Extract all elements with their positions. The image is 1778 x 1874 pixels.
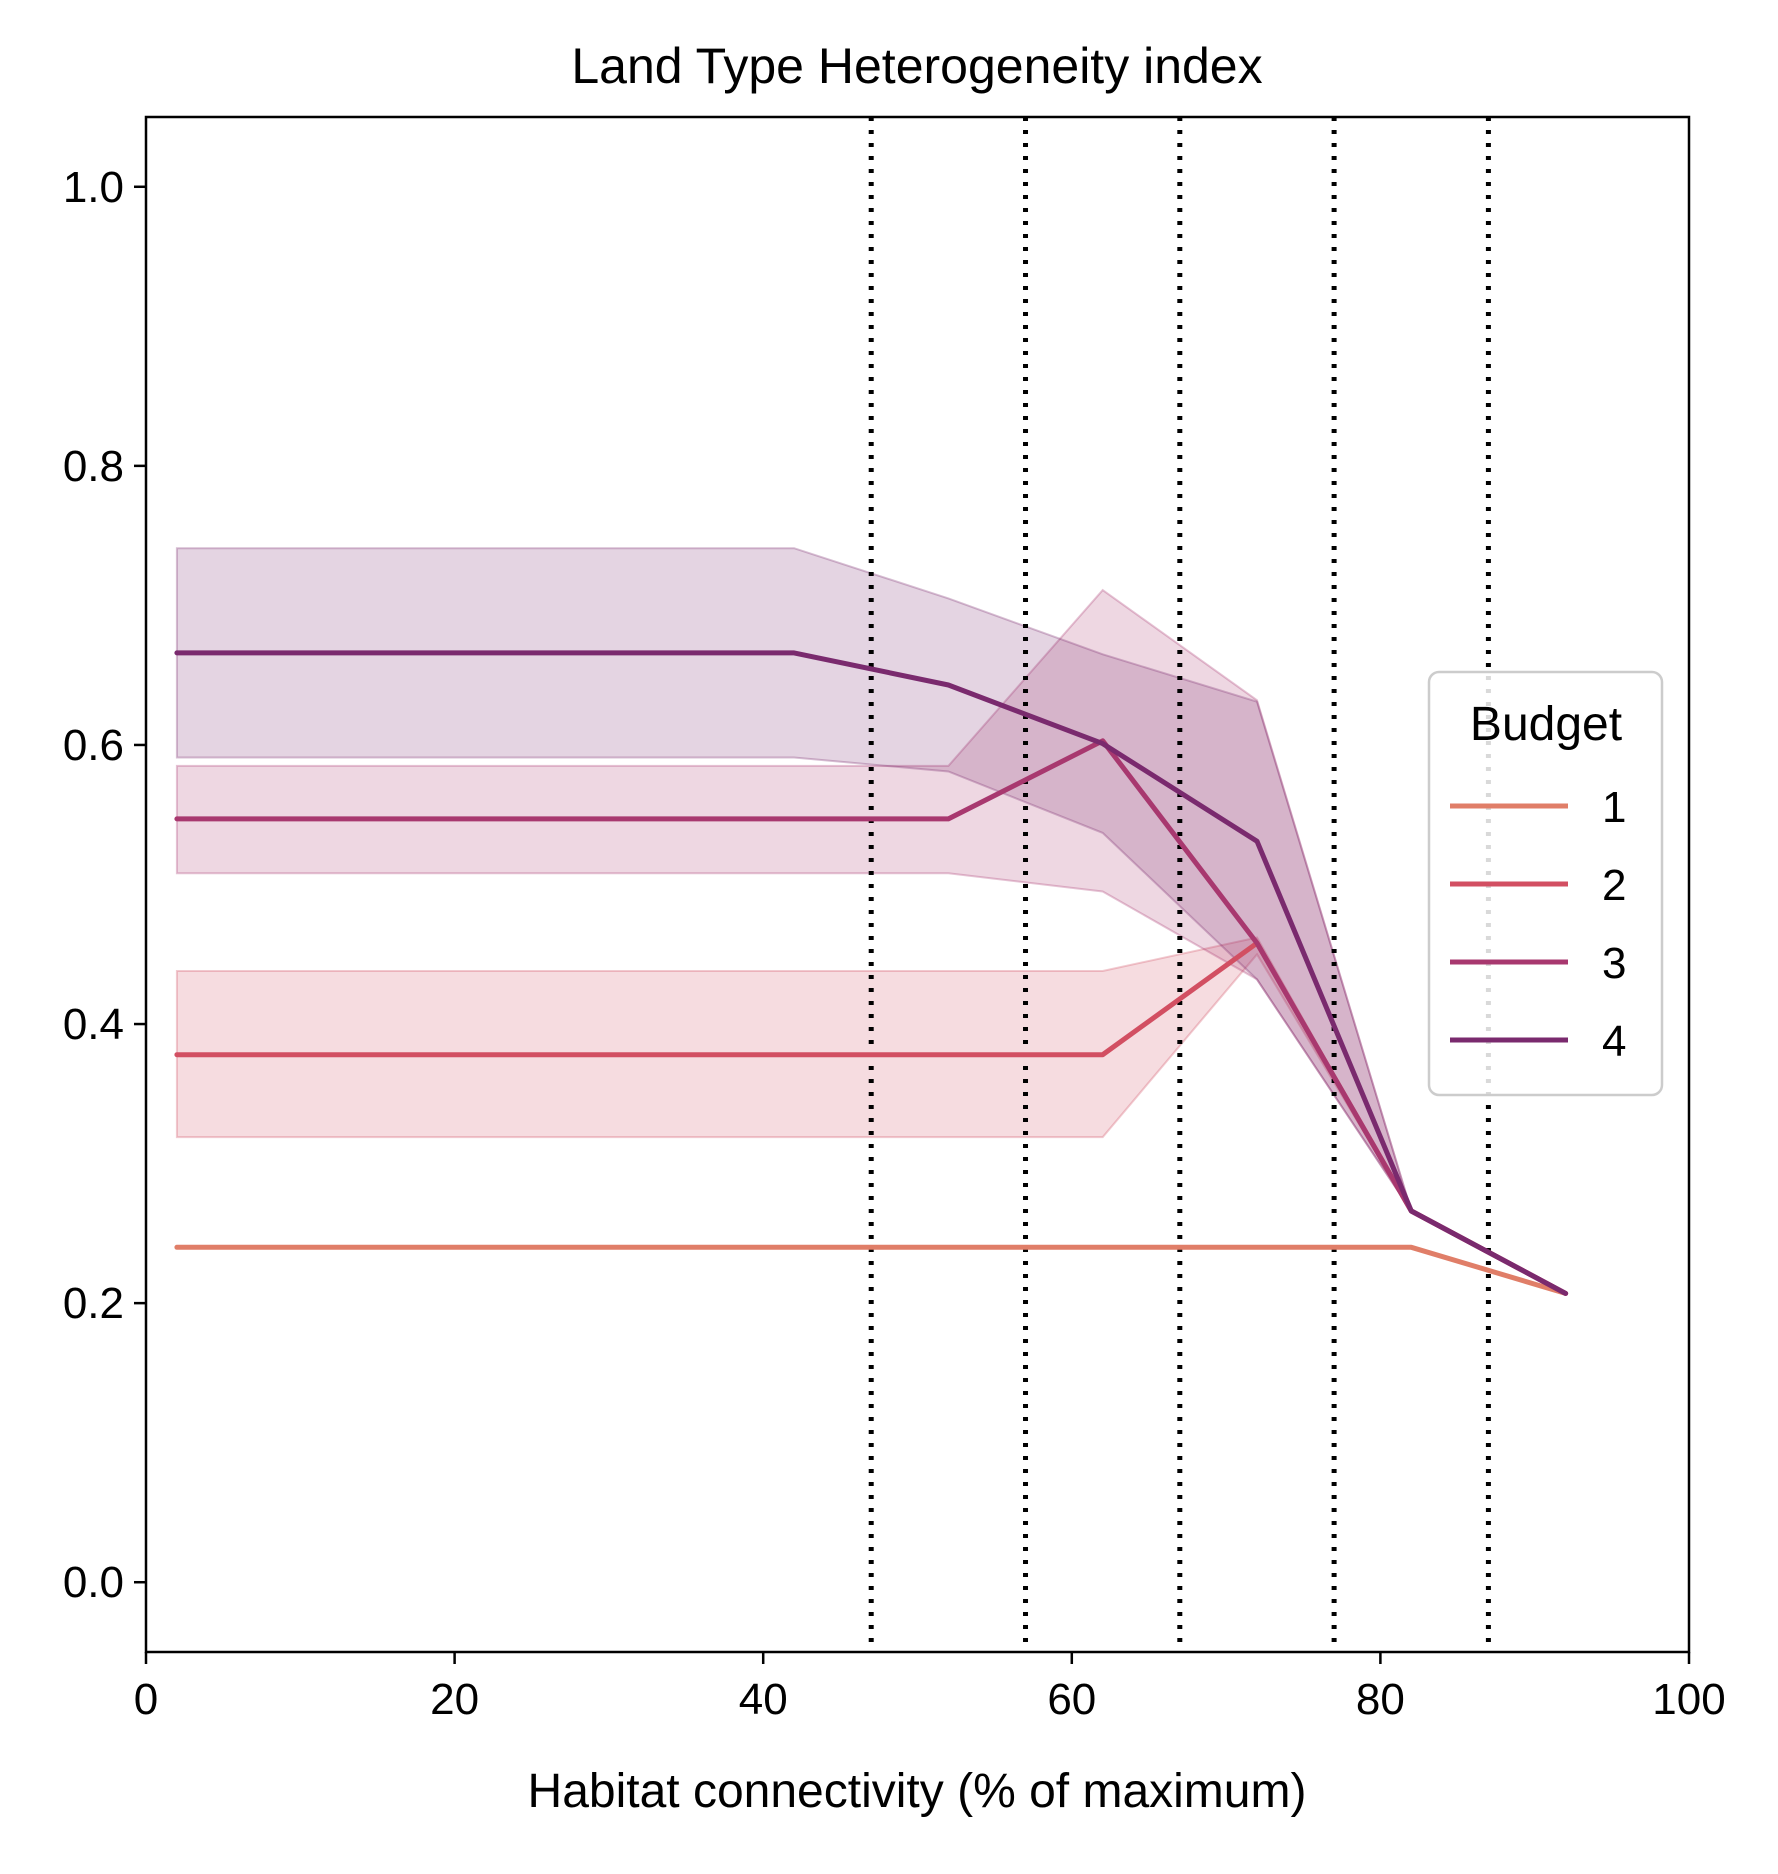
x-tick-label: 20 — [430, 1675, 479, 1724]
y-tick-label: 1.0 — [63, 163, 124, 212]
series-lines — [174, 650, 1569, 1296]
y-tick-label: 0.8 — [63, 442, 124, 491]
y-tick-label: 0.4 — [63, 1000, 124, 1049]
series-line-budget-1 — [174, 1244, 1569, 1296]
axis-ticks: 0 20 40 60 80 100 0.0 0.2 0.4 0.6 0.8 1.0 — [63, 163, 1726, 1724]
x-axis-label: Habitat connectivity (% of maximum) — [528, 1765, 1307, 1818]
x-tick-label: 0 — [134, 1675, 158, 1724]
legend-label-budget-3: 3 — [1602, 939, 1626, 988]
series-line-budget-4 — [174, 650, 1569, 1296]
y-tick-label: 0.6 — [63, 721, 124, 770]
x-tick-label: 100 — [1652, 1675, 1725, 1724]
x-tick-label: 40 — [739, 1675, 788, 1724]
confidence-bands — [175, 547, 1567, 1295]
x-tick-label: 80 — [1356, 1675, 1405, 1724]
chart-title: Land Type Heterogeneity index — [571, 38, 1262, 94]
x-tick-label: 60 — [1047, 1675, 1096, 1724]
y-tick-label: 0.2 — [63, 1279, 124, 1328]
y-tick-label: 0.0 — [63, 1558, 124, 1607]
legend-label-budget-4: 4 — [1602, 1017, 1626, 1066]
legend: Budget 1 2 3 4 — [1427, 670, 1664, 1097]
legend-label-budget-1: 1 — [1602, 783, 1626, 832]
plot-frame — [144, 115, 1691, 1654]
legend-label-budget-2: 2 — [1602, 861, 1626, 910]
legend-title: Budget — [1470, 698, 1622, 751]
